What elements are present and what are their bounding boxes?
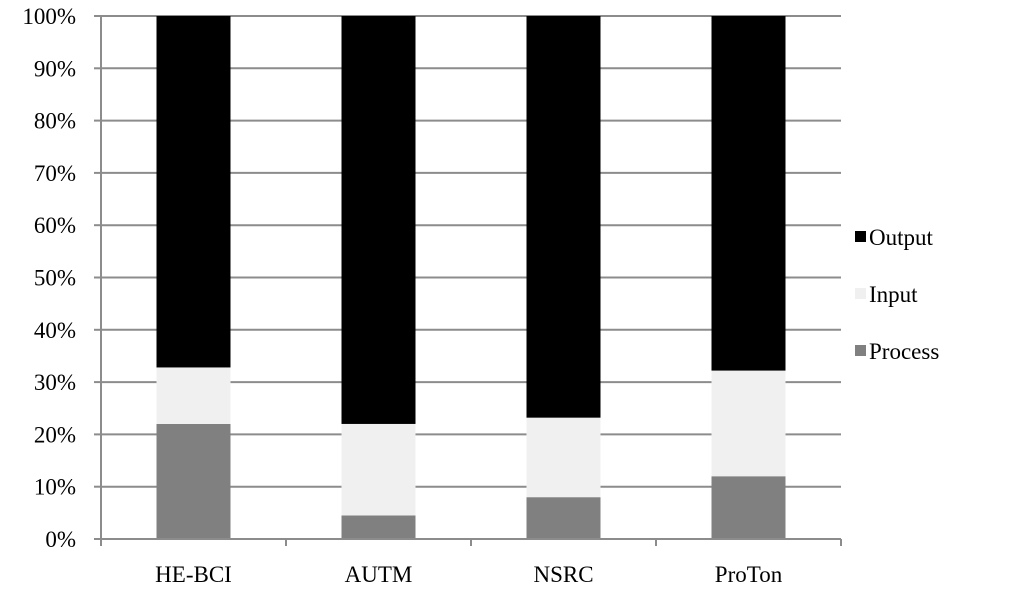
y-tick-label: 40% [34, 318, 76, 343]
y-tick-label: 20% [34, 422, 76, 447]
legend-swatch-output [855, 231, 866, 242]
y-tick-label: 10% [34, 475, 76, 500]
y-axis-tick-labels: 0% 10% 20% 30% 40% 50% 60% 70% 80% 90% 100% [22, 4, 76, 552]
bar-segment-process-he-bci [156, 423, 231, 539]
y-tick-label: 0% [45, 527, 76, 552]
bar-segment-output-nsrc [526, 16, 601, 418]
x-axis-tick-labels: HE-BCI AUTM NSRC ProTon [155, 562, 783, 587]
y-tick-label: 50% [34, 266, 76, 291]
legend-label-input: Input [869, 282, 918, 307]
bar-segment-input-nsrc [526, 417, 601, 498]
bar-segment-output-proton [711, 16, 786, 371]
legend: Output Input Process [855, 225, 939, 364]
y-tick-label: 60% [34, 213, 76, 238]
bar-segment-input-he-bci [156, 367, 231, 424]
x-tick-label: NSRC [533, 562, 593, 587]
y-tick-label: 70% [34, 161, 76, 186]
y-tick-label: 30% [34, 370, 76, 395]
bar-segment-output-autm [341, 16, 416, 424]
bar-segment-input-autm [341, 423, 416, 516]
axes [94, 15, 842, 546]
x-tick-label: ProTon [715, 562, 783, 587]
x-tick-label: HE-BCI [155, 562, 232, 587]
bar-segment-input-proton [711, 370, 786, 477]
legend-label-output: Output [869, 225, 934, 250]
bar-segment-process-proton [711, 476, 786, 539]
x-tick-label: AUTM [345, 562, 413, 587]
y-tick-label: 80% [34, 109, 76, 134]
bars [156, 16, 786, 539]
legend-swatch-input [855, 288, 866, 299]
legend-label-process: Process [869, 339, 939, 364]
y-tick-label: 100% [22, 4, 76, 29]
bar-segment-process-autm [341, 515, 416, 539]
bar-segment-process-nsrc [526, 497, 601, 539]
y-tick-label: 90% [34, 56, 76, 81]
bar-segment-output-he-bci [156, 16, 231, 368]
legend-swatch-process [855, 345, 866, 356]
